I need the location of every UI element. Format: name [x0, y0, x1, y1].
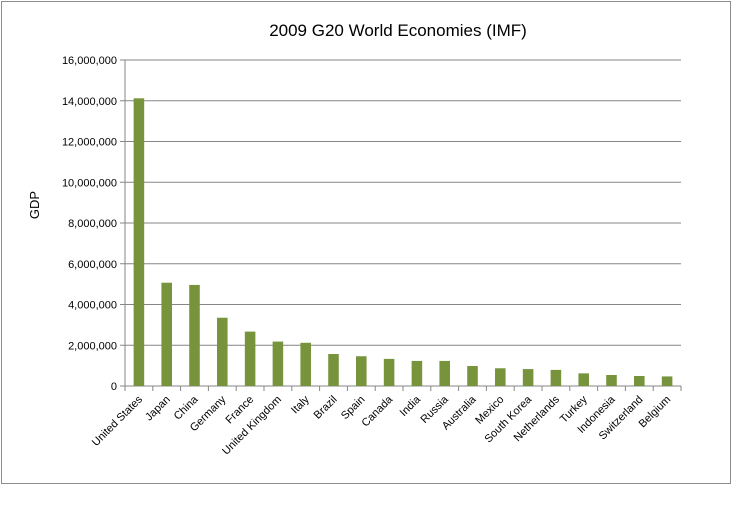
chart-frame [1, 1, 731, 484]
bar-indonesia [606, 374, 617, 386]
bar-japan [161, 282, 172, 386]
y-tick-label: 16,000,000 [62, 55, 117, 67]
category-label: Japan [143, 394, 173, 424]
bar-mexico [495, 368, 506, 386]
bar-italy [300, 342, 311, 386]
y-axis-label: GDP [27, 191, 42, 219]
bar-netherlands [550, 369, 562, 386]
bar-brazil [328, 354, 339, 386]
y-tick-label: 4,000,000 [68, 300, 117, 312]
x-axis-ticks [124, 386, 682, 391]
y-tick-label: 0 [111, 381, 117, 393]
bar-south-korea [522, 369, 534, 386]
bar-india [411, 360, 423, 386]
gridlines [124, 59, 681, 387]
category-label: Brazil [312, 394, 340, 422]
chart-title: 2009 G20 World Economies (IMF) [269, 21, 527, 40]
y-tick-label: 12,000,000 [62, 137, 117, 149]
category-label: United States [90, 393, 146, 449]
bar-united-kingdom [272, 341, 284, 386]
bar-switzerland [634, 376, 645, 386]
bar-canada [383, 358, 395, 386]
y-tick-label: 8,000,000 [68, 218, 117, 230]
y-tick-label: 2,000,000 [68, 340, 117, 352]
bar-australia [467, 366, 478, 386]
bar-china [189, 284, 200, 386]
bar-france [244, 331, 256, 386]
bar-united-states [133, 98, 145, 387]
bar-spain [356, 356, 367, 386]
category-labels: United StatesJapanChinaGermanyFranceUnit… [90, 393, 673, 457]
category-label: Canada [359, 393, 395, 429]
bar-turkey [578, 373, 589, 386]
y-tick-label: 6,000,000 [68, 259, 117, 271]
y-tick-label: 14,000,000 [62, 96, 117, 108]
bar-germany [217, 317, 228, 386]
bar-russia [439, 360, 450, 386]
bar-belgium [661, 376, 673, 386]
bars [133, 98, 673, 387]
y-tick-label: 10,000,000 [62, 177, 117, 189]
y-axis-ticks: 0 2,000,000 4,000,000 6,000,000 8,000,000 10,… [62, 55, 125, 393]
category-label: Italy [289, 393, 312, 416]
